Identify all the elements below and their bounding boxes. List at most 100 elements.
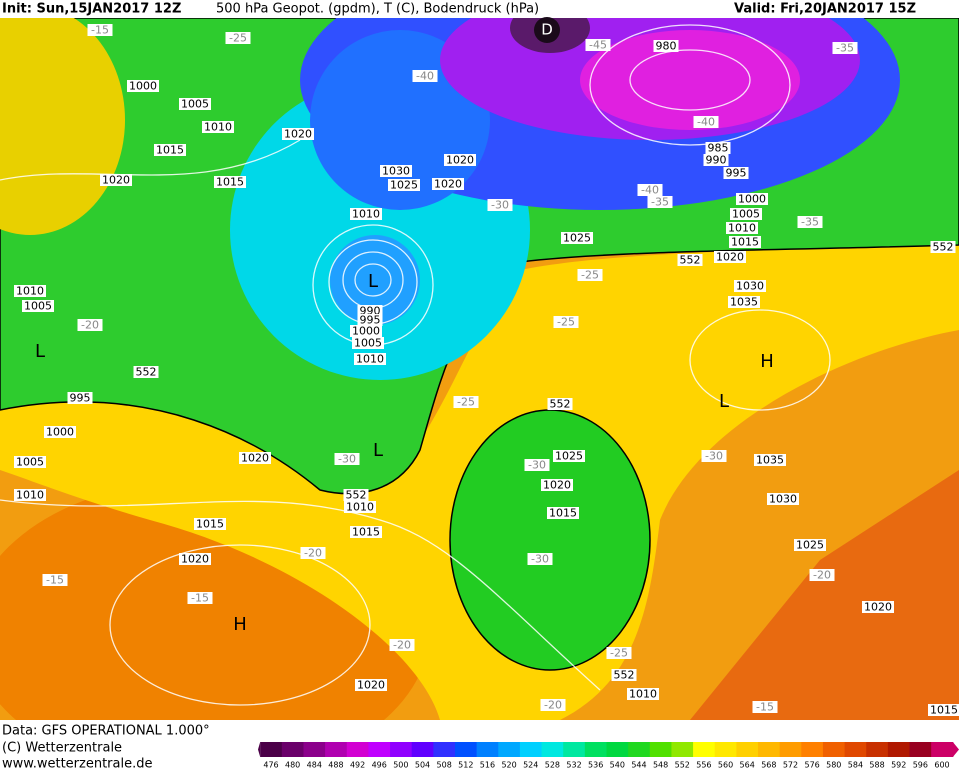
pressure-center: H xyxy=(233,614,247,635)
isobar-label: 1015 xyxy=(196,518,224,531)
label-box xyxy=(653,40,679,52)
isobar-label: 995 xyxy=(726,167,747,180)
legend-tick-label: 576 xyxy=(804,761,819,770)
isobar-label: 552 xyxy=(550,398,571,411)
legend-swatch xyxy=(541,742,564,757)
label-box xyxy=(388,179,420,191)
isobar-label: 1030 xyxy=(769,493,797,506)
map-labels: -15 -25 1000 1005 1010 1015 1020 1015 1020 -40 103… xyxy=(14,17,959,717)
label-box xyxy=(797,216,823,228)
label-box xyxy=(343,489,369,501)
legend-swatch xyxy=(822,742,846,757)
isobar-label: 1010 xyxy=(629,688,657,701)
temperature-label: -35 xyxy=(651,196,669,209)
temperature-label: -25 xyxy=(610,647,628,660)
label-box xyxy=(354,353,386,365)
temperature-label: -20 xyxy=(81,319,99,332)
isobar-label: 1000 xyxy=(738,193,766,206)
legend-swatch xyxy=(606,742,629,757)
legend-tick-label: 476 xyxy=(263,761,278,770)
legend-swatch xyxy=(281,742,304,757)
copyright: (C) Wetterzentrale xyxy=(2,741,122,756)
isobar-label: 1020 xyxy=(241,452,269,465)
low-center-marker xyxy=(534,17,560,43)
temperature-label: -25 xyxy=(581,269,599,282)
isobar-label: 552 xyxy=(136,366,157,379)
temperature-label: -25 xyxy=(229,32,247,45)
isobar-label: 1025 xyxy=(390,179,418,192)
pressure-center: L xyxy=(373,440,383,461)
label-box xyxy=(432,178,464,190)
label-box xyxy=(547,398,573,410)
temperature-label: -35 xyxy=(801,216,819,229)
legend-swatch xyxy=(325,742,348,757)
legend-tick-label: 564 xyxy=(740,761,755,770)
isobar-label: 1025 xyxy=(796,539,824,552)
legend-tick-label: 508 xyxy=(437,761,452,770)
isobar-label: 1005 xyxy=(24,300,52,313)
legend-swatch xyxy=(498,742,521,757)
label-box xyxy=(487,199,513,211)
label-box xyxy=(524,459,550,471)
label-box xyxy=(862,601,894,613)
isobar-label: 1005 xyxy=(16,456,44,469)
label-box xyxy=(239,452,271,464)
legend-swatch xyxy=(736,742,759,757)
isobar-label: 1015 xyxy=(156,144,184,157)
legend-swatch xyxy=(476,742,499,757)
legend-swatch xyxy=(368,742,391,757)
legend-swatch xyxy=(779,742,802,757)
legend-tick-label: 556 xyxy=(696,761,711,770)
label-box xyxy=(930,241,956,253)
isobar-label: 552 xyxy=(614,669,635,682)
legend-swatch xyxy=(758,742,781,757)
isobar-label: 552 xyxy=(933,241,954,254)
label-box xyxy=(179,553,211,565)
legend-swatch xyxy=(433,742,456,757)
label-box xyxy=(350,208,382,220)
legend-swatch xyxy=(887,742,911,757)
label-box xyxy=(701,450,727,462)
label-box xyxy=(677,254,703,266)
isobar-label: 1010 xyxy=(16,489,44,502)
label-box xyxy=(300,547,326,559)
label-box xyxy=(729,236,761,248)
temperature-label: -30 xyxy=(491,199,509,212)
temperature-label: -30 xyxy=(528,459,546,472)
isobar-label: 552 xyxy=(346,489,367,502)
legend-tick-label: 500 xyxy=(393,761,408,770)
isobar-label: 1020 xyxy=(181,553,209,566)
isobar-label: 1005 xyxy=(181,98,209,111)
label-box xyxy=(606,647,632,659)
label-box xyxy=(585,39,611,51)
isobar-label: 980 xyxy=(656,40,677,53)
legend-tick-label: 484 xyxy=(307,761,322,770)
label-box xyxy=(705,142,731,154)
legend-tick-label: 544 xyxy=(631,761,646,770)
legend-tick-label: 528 xyxy=(545,761,560,770)
legend-tick-label: 592 xyxy=(891,761,906,770)
legend-tick-label: 480 xyxy=(285,761,300,770)
isobar-label: 1025 xyxy=(555,450,583,463)
temperature-label: -15 xyxy=(91,24,109,37)
isobar-label: 1020 xyxy=(543,479,571,492)
temperature-label: -30 xyxy=(338,453,356,466)
label-box xyxy=(577,269,603,281)
temperature-label: -40 xyxy=(697,116,715,129)
isobar-label: 1015 xyxy=(930,704,958,717)
legend-tick-label: 584 xyxy=(848,761,863,770)
legend-tick-label: 568 xyxy=(761,761,776,770)
label-box xyxy=(444,154,476,166)
legend-swatch xyxy=(714,742,737,757)
label-box xyxy=(637,184,663,196)
legend-tick-label: 524 xyxy=(523,761,538,770)
label-box xyxy=(380,165,412,177)
isobar-label: 1010 xyxy=(204,121,232,134)
legend-tick-label: 580 xyxy=(826,761,841,770)
isobar-label: 1000 xyxy=(352,325,380,338)
legend-tick-label: 488 xyxy=(328,761,343,770)
pressure-center: L xyxy=(35,341,45,362)
label-box xyxy=(726,222,758,234)
